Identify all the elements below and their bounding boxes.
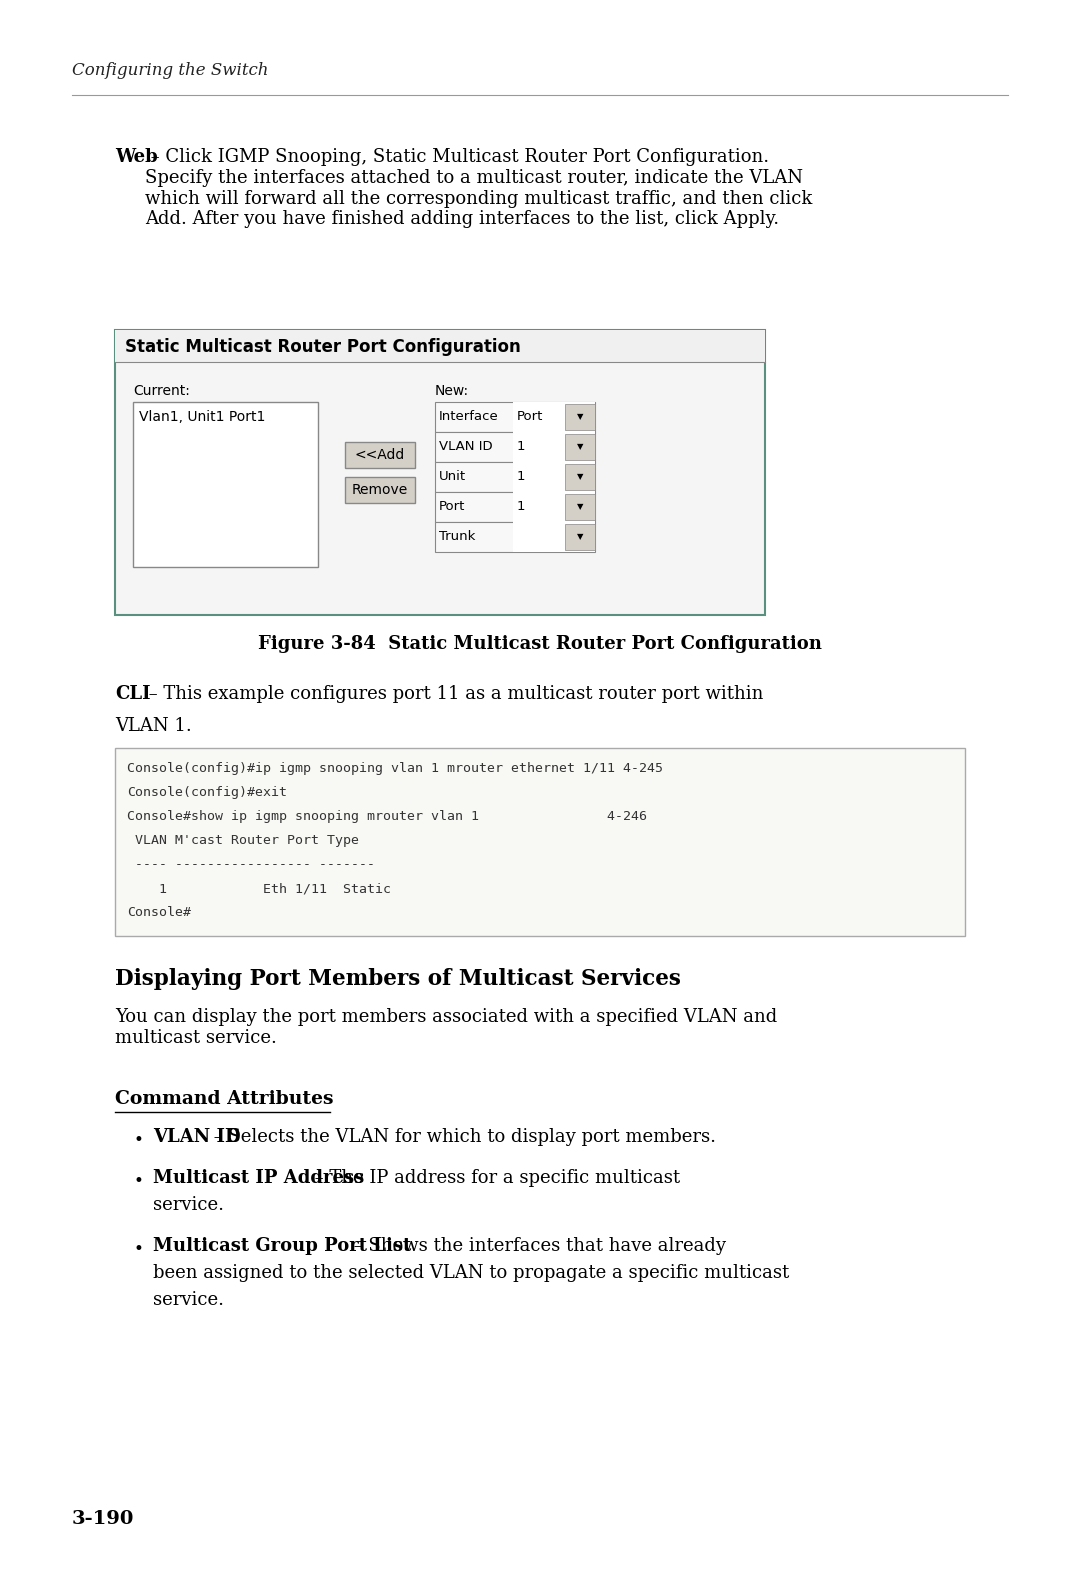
- Bar: [345, 477, 415, 502]
- Text: You can display the port members associated with a specified VLAN and
multicast : You can display the port members associa…: [114, 1008, 778, 1047]
- Bar: [513, 432, 595, 462]
- Text: Figure 3-84  Static Multicast Router Port Configuration: Figure 3-84 Static Multicast Router Port…: [258, 634, 822, 653]
- Bar: [565, 433, 595, 460]
- Bar: [114, 330, 765, 615]
- Text: 1: 1: [517, 471, 526, 484]
- Text: Current:: Current:: [133, 385, 190, 399]
- Text: ▼: ▼: [577, 413, 583, 421]
- Text: Console(config)#exit: Console(config)#exit: [127, 787, 287, 799]
- Text: VLAN M'cast Router Port Type: VLAN M'cast Router Port Type: [127, 834, 359, 846]
- Text: Static Multicast Router Port Configuration: Static Multicast Router Port Configurati…: [125, 338, 521, 356]
- Bar: [114, 330, 765, 363]
- Bar: [114, 747, 966, 936]
- Text: Multicast Group Port List: Multicast Group Port List: [153, 1237, 411, 1254]
- Bar: [565, 465, 595, 490]
- Text: CLI: CLI: [114, 685, 150, 703]
- Text: VLAN 1.: VLAN 1.: [114, 717, 192, 735]
- Text: ▼: ▼: [577, 502, 583, 512]
- Text: – The IP address for a specific multicast: – The IP address for a specific multicas…: [309, 1170, 680, 1187]
- Bar: [513, 521, 595, 553]
- Text: Port: Port: [517, 410, 543, 424]
- Text: service.: service.: [153, 1196, 224, 1214]
- Text: 1            Eth 1/11  Static: 1 Eth 1/11 Static: [127, 882, 391, 895]
- Text: 1: 1: [517, 501, 526, 513]
- Bar: [435, 491, 595, 521]
- Bar: [133, 402, 318, 567]
- Bar: [513, 402, 595, 432]
- Bar: [565, 495, 595, 520]
- Text: Displaying Port Members of Multicast Services: Displaying Port Members of Multicast Ser…: [114, 969, 680, 991]
- Text: New:: New:: [435, 385, 469, 399]
- Text: ---- ----------------- -------: ---- ----------------- -------: [127, 857, 375, 871]
- Text: Command Attributes: Command Attributes: [114, 1090, 334, 1108]
- Text: Interface: Interface: [438, 410, 499, 424]
- Text: Web: Web: [114, 148, 158, 166]
- Text: Remove: Remove: [352, 484, 408, 498]
- Bar: [345, 443, 415, 468]
- Text: Port: Port: [438, 501, 465, 513]
- Text: ▼: ▼: [577, 532, 583, 542]
- Bar: [513, 491, 595, 521]
- Text: – Shows the interfaces that have already: – Shows the interfaces that have already: [348, 1237, 726, 1254]
- Text: VLAN ID: VLAN ID: [438, 441, 492, 454]
- Text: Console#: Console#: [127, 906, 191, 918]
- Text: •: •: [133, 1173, 143, 1190]
- Bar: [565, 524, 595, 549]
- Text: ▼: ▼: [577, 443, 583, 452]
- Text: Unit: Unit: [438, 471, 467, 484]
- Text: 1: 1: [517, 441, 526, 454]
- Text: – Click IGMP Snooping, Static Multicast Router Port Configuration.
Specify the i: – Click IGMP Snooping, Static Multicast …: [145, 148, 812, 228]
- Text: Console#show ip igmp snooping mrouter vlan 1                4-246: Console#show ip igmp snooping mrouter vl…: [127, 810, 647, 823]
- Bar: [435, 462, 595, 491]
- Text: Vlan1, Unit1 Port1: Vlan1, Unit1 Port1: [139, 410, 266, 424]
- Text: VLAN ID: VLAN ID: [153, 1127, 241, 1146]
- Text: Configuring the Switch: Configuring the Switch: [72, 61, 269, 78]
- Text: – Selects the VLAN for which to display port members.: – Selects the VLAN for which to display …: [207, 1127, 716, 1146]
- Bar: [435, 521, 595, 553]
- Text: Console(config)#ip igmp snooping vlan 1 mrouter ethernet 1/11 4-245: Console(config)#ip igmp snooping vlan 1 …: [127, 761, 663, 776]
- Bar: [565, 403, 595, 430]
- Text: Trunk: Trunk: [438, 531, 475, 543]
- Text: 3-190: 3-190: [72, 1510, 134, 1528]
- Text: Multicast IP Address: Multicast IP Address: [153, 1170, 364, 1187]
- Bar: [513, 462, 595, 491]
- Bar: [435, 432, 595, 462]
- Text: been assigned to the selected VLAN to propagate a specific multicast: been assigned to the selected VLAN to pr…: [153, 1264, 789, 1283]
- Bar: [435, 402, 595, 432]
- Text: •: •: [133, 1240, 143, 1258]
- Text: •: •: [133, 1132, 143, 1149]
- Text: ▼: ▼: [577, 473, 583, 482]
- Text: – This example configures port 11 as a multicast router port within: – This example configures port 11 as a m…: [143, 685, 764, 703]
- Text: service.: service.: [153, 1291, 224, 1309]
- Text: <<Add: <<Add: [355, 447, 405, 462]
